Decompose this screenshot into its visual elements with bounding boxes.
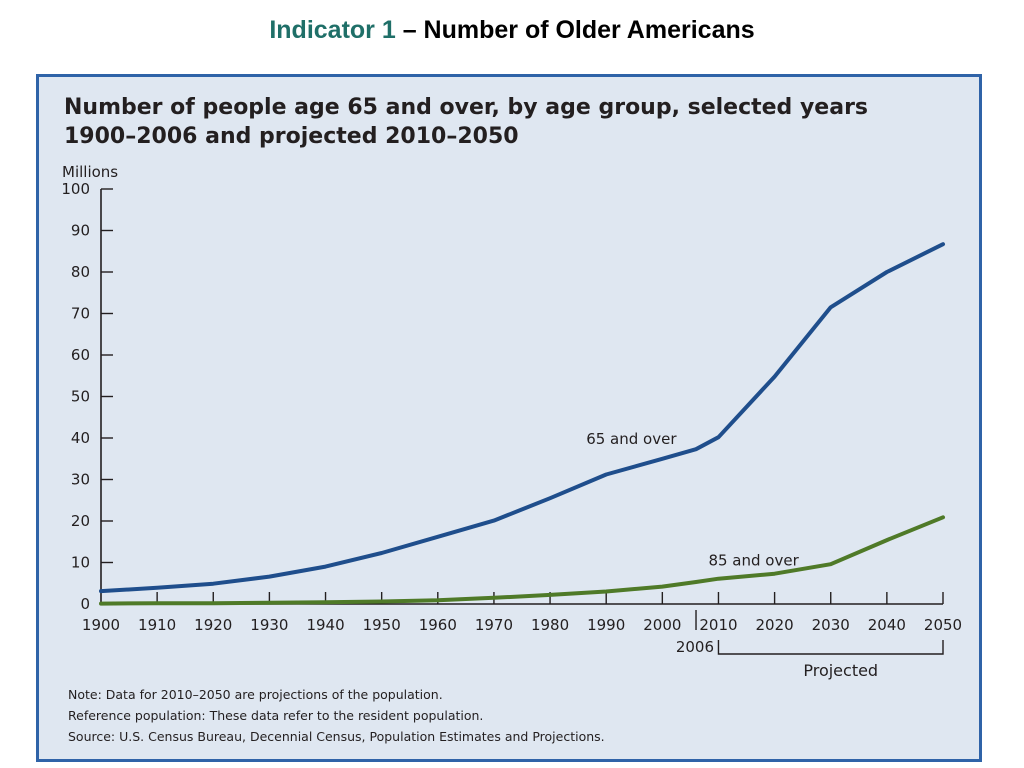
x-tick-label: 2010	[699, 616, 737, 634]
y-tick-label: 70	[71, 305, 90, 323]
chart-notes: Note: Data for 2010–2050 are projections…	[68, 684, 948, 747]
y-tick-label: 90	[71, 222, 90, 240]
slide-title-rest: – Number of Older Americans	[395, 16, 755, 44]
x-tick-label: 1960	[419, 616, 457, 634]
y-tick-label: 40	[71, 429, 90, 447]
note-line: Note: Data for 2010–2050 are projections…	[68, 687, 443, 702]
x-tick-label: 1930	[250, 616, 288, 634]
year-2006-label: 2006	[676, 638, 714, 656]
y-tick-label: 100	[61, 180, 90, 198]
slide-title-lead: Indicator 1	[269, 16, 396, 44]
y-tick-label: 50	[71, 388, 90, 406]
note-line: Source: U.S. Census Bureau, Decennial Ce…	[68, 729, 605, 744]
y-tick-label: 10	[71, 554, 90, 572]
note-line: Reference population: These data refer t…	[68, 708, 484, 723]
x-tick-label: 2020	[756, 616, 794, 634]
series-label: 65 and over	[586, 430, 677, 448]
x-tick-label: 1940	[306, 616, 344, 634]
x-tick-label: 2030	[812, 616, 850, 634]
projected-label: Projected	[803, 661, 878, 680]
x-tick-label: 1920	[194, 616, 232, 634]
x-tick-label: 1950	[363, 616, 401, 634]
x-tick-label: 1990	[587, 616, 625, 634]
series-label: 85 and over	[708, 551, 799, 569]
x-tick-label: 2040	[868, 616, 906, 634]
chart-panel	[36, 74, 982, 762]
x-tick-label: 2050	[924, 616, 962, 634]
y-tick-label: 60	[71, 346, 90, 364]
y-tick-label: 80	[71, 263, 90, 281]
series-layer: 65 and over 85 and over	[99, 242, 945, 606]
slide-title: Indicator 1 – Number of Older Americans	[0, 16, 1024, 45]
y-tick-label: 20	[71, 512, 90, 530]
series-line-85-and-over	[99, 515, 945, 606]
y-tick-label: 0	[80, 595, 90, 613]
projected-bracket	[717, 640, 944, 655]
series-line-65-and-over	[99, 242, 945, 594]
x-tick-label: 1980	[531, 616, 569, 634]
x-tick-label: 1970	[475, 616, 513, 634]
chart-title: Number of people age 65 and over, by age…	[64, 95, 869, 149]
x-tick-label: 2000	[643, 616, 681, 634]
y-tick-label: 30	[71, 471, 90, 489]
y-axis-label: Millions	[62, 163, 118, 181]
x-tick-label: 1910	[138, 616, 176, 634]
x-tick-label: 1900	[82, 616, 120, 634]
